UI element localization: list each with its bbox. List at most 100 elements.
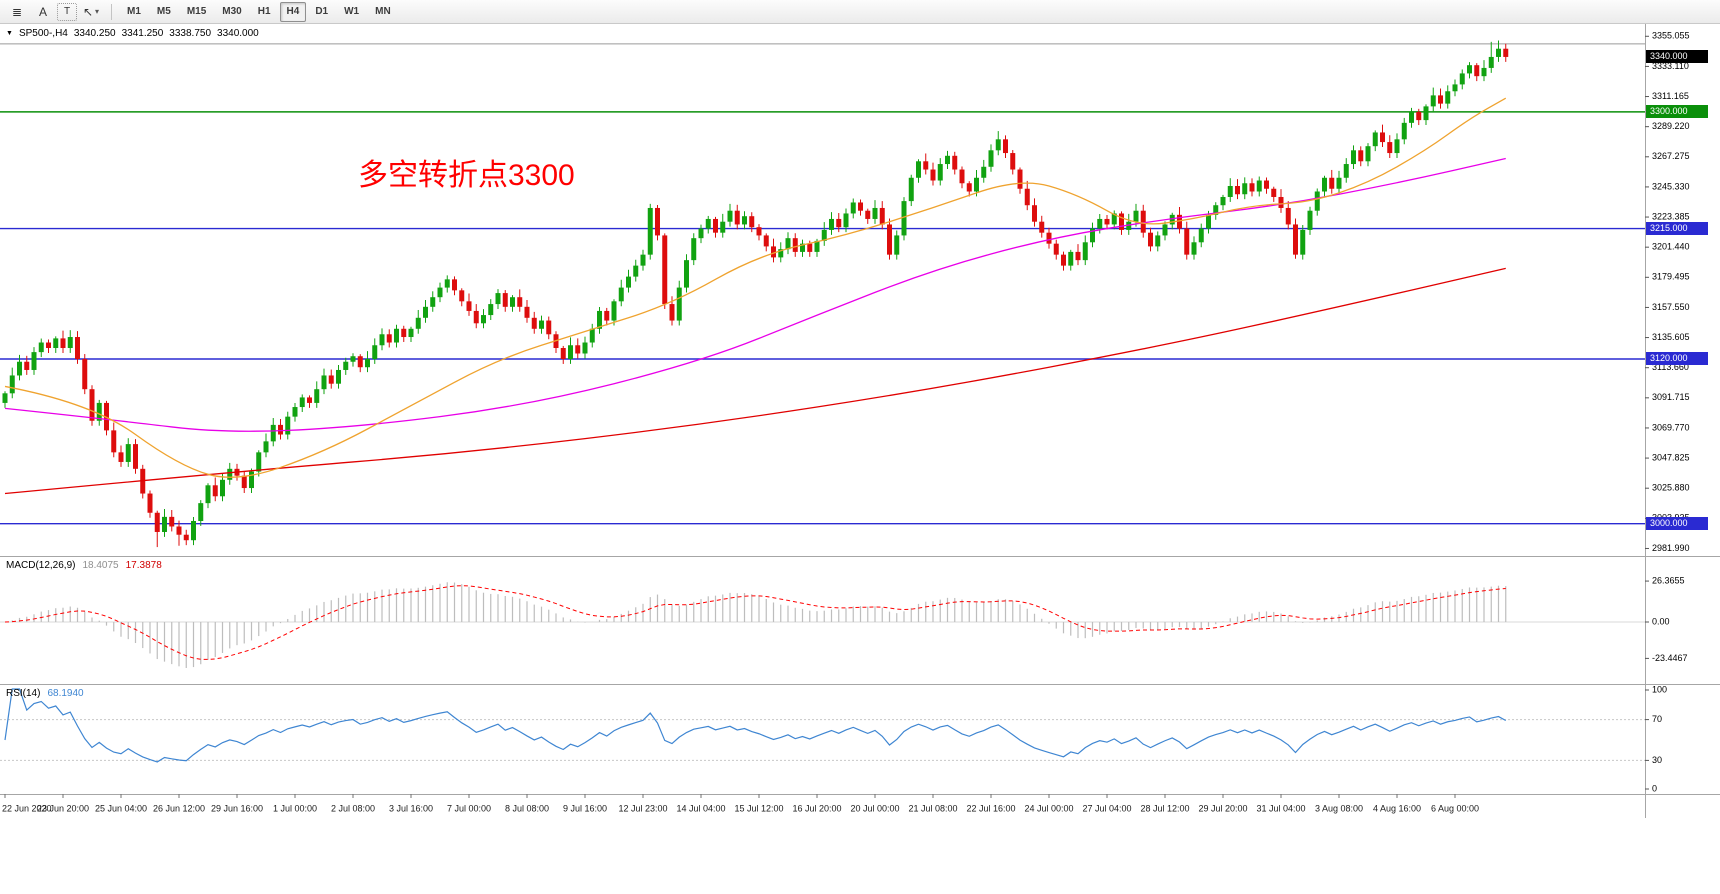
candle — [1365, 146, 1371, 162]
svg-text:3047.825: 3047.825 — [1652, 452, 1690, 462]
candle — [1206, 214, 1211, 229]
candle — [763, 235, 769, 247]
candle — [133, 444, 138, 469]
candle — [263, 441, 269, 453]
rsi-panel-canvas[interactable]: 100 70 30 0 — [0, 684, 1720, 794]
svg-text:2981.990: 2981.990 — [1652, 543, 1690, 553]
candle — [517, 297, 523, 307]
candle — [1256, 180, 1262, 192]
candle — [1213, 205, 1219, 215]
timeframe-w1-button[interactable]: W1 — [344, 6, 360, 17]
timeframe-mn-button[interactable]: MN — [375, 6, 391, 17]
candle — [1474, 65, 1480, 77]
collapse-icon[interactable]: ▼ — [6, 30, 13, 37]
candle — [1430, 95, 1436, 107]
chart-area[interactable]: 3355.055 3333.110 3311.165 3289.220 3267.275… — [0, 24, 1720, 894]
candle — [756, 227, 762, 236]
candle — [1452, 84, 1458, 92]
candle — [67, 337, 73, 349]
candle — [771, 246, 776, 258]
candle — [176, 526, 182, 535]
candle — [1024, 188, 1030, 206]
text-annotation-button[interactable]: A — [31, 1, 55, 22]
timeframe-m5-button[interactable]: M5 — [156, 6, 171, 17]
main-chart-canvas[interactable]: 3355.055 3333.110 3311.165 3289.220 3267.275… — [0, 24, 1720, 556]
svg-text:3179.495: 3179.495 — [1652, 272, 1690, 282]
candle — [995, 139, 1001, 151]
candle — [568, 345, 573, 359]
svg-text:3157.550: 3157.550 — [1652, 302, 1690, 312]
candle — [1126, 221, 1132, 230]
candle — [1343, 164, 1349, 178]
arrow-tool-button[interactable]: ↖ ▾ — [79, 1, 103, 22]
svg-text:28 Jul 12:00: 28 Jul 12:00 — [1140, 803, 1189, 813]
timeframe-d1-button[interactable]: D1 — [315, 6, 329, 17]
chart-symbol-line: ▼ SP500-,H4 3340.250 3341.250 3338.750 3… — [6, 28, 259, 39]
timeframe-m1-button[interactable]: M1 — [127, 6, 141, 17]
timeframe-m15-button[interactable]: M15 — [186, 6, 207, 17]
candle — [662, 235, 668, 305]
svg-text:3355.055: 3355.055 — [1652, 31, 1690, 41]
candle — [676, 287, 682, 321]
candle — [423, 306, 428, 318]
timeframe-m30-button[interactable]: M30 — [222, 6, 242, 17]
candle — [1010, 153, 1016, 170]
candle — [365, 358, 370, 368]
candle — [879, 207, 885, 225]
drawing-tools-group: ≣ A T ↖ ▾ — [4, 1, 104, 22]
candle — [684, 260, 689, 288]
candle — [1416, 111, 1422, 121]
candle — [1119, 213, 1124, 230]
candle — [734, 210, 740, 225]
candle — [394, 328, 399, 343]
candle — [800, 243, 805, 252]
candle — [988, 150, 994, 167]
candle — [1169, 214, 1175, 225]
textbox-tool-icon: T — [63, 6, 71, 17]
candle — [1148, 232, 1153, 247]
candle — [887, 224, 892, 255]
candle — [829, 218, 834, 230]
svg-text:3069.770: 3069.770 — [1652, 422, 1690, 432]
candle — [1082, 242, 1088, 261]
candle — [357, 356, 363, 368]
textbox-tool-button[interactable]: T — [57, 2, 77, 21]
candle — [1293, 224, 1298, 255]
candle — [437, 287, 443, 298]
candle — [778, 249, 784, 258]
timeframe-h1-button[interactable]: H1 — [257, 6, 271, 17]
candle — [60, 338, 66, 349]
candle — [270, 424, 276, 442]
candle — [314, 389, 320, 403]
candle — [1184, 228, 1190, 255]
chart-tools-icon: ≣ — [11, 4, 23, 19]
candle — [1438, 95, 1443, 104]
annotation-text[interactable]: 多空转折点3300 — [358, 159, 575, 192]
timeframe-h4-button[interactable]: H4 — [279, 1, 307, 22]
candle — [118, 452, 124, 462]
candles-layer — [2, 40, 1509, 548]
svg-text:14 Jul 04:00: 14 Jul 04:00 — [676, 803, 725, 813]
svg-text:0.00: 0.00 — [1652, 616, 1670, 626]
candle — [31, 352, 37, 370]
candle — [945, 155, 950, 165]
candle — [17, 361, 22, 376]
svg-text:21 Jul 08:00: 21 Jul 08:00 — [908, 803, 957, 813]
chevron-down-icon: ▾ — [95, 7, 100, 16]
candle — [328, 375, 334, 384]
candle — [473, 310, 479, 324]
chart-tools-button[interactable]: ≣ — [5, 1, 29, 22]
candle — [162, 516, 167, 532]
candle — [307, 397, 312, 403]
candle — [227, 468, 233, 480]
candle — [444, 279, 450, 288]
rsi-label: RSI(14) 68.1940 — [6, 688, 84, 699]
macd-panel-canvas[interactable]: 26.3655 0.00 -23.4467 — [0, 556, 1720, 684]
candle — [865, 210, 871, 219]
candle — [299, 397, 305, 408]
macd-histogram — [11, 582, 1507, 668]
candle — [1046, 232, 1052, 244]
macd-main-value: 18.4075 — [82, 560, 119, 571]
